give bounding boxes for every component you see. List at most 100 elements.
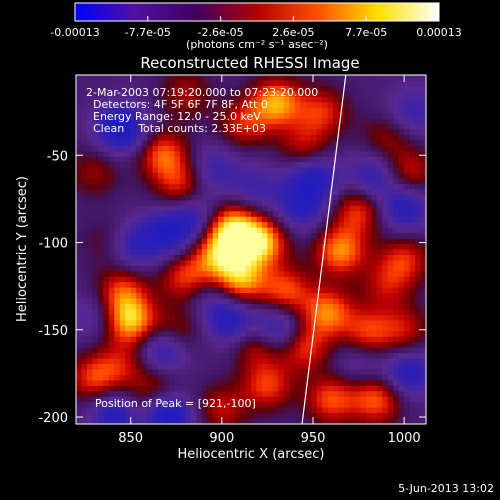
heatmap-cell bbox=[108, 156, 115, 163]
heatmap-cell bbox=[212, 331, 219, 338]
heatmap-cell bbox=[398, 282, 405, 289]
heatmap-cell bbox=[393, 331, 400, 338]
heatmap-cell bbox=[92, 80, 99, 87]
heatmap-cell bbox=[354, 167, 361, 174]
heatmap-cell bbox=[322, 200, 329, 207]
heatmap-cell bbox=[212, 113, 219, 120]
heatmap-cell bbox=[409, 233, 416, 240]
heatmap-cell bbox=[103, 304, 110, 311]
heatmap-cell bbox=[360, 102, 367, 109]
heatmap-cell bbox=[371, 282, 378, 289]
heatmap-cell bbox=[81, 336, 88, 343]
heatmap-cell bbox=[289, 407, 296, 414]
heatmap-cell bbox=[114, 374, 121, 381]
heatmap-cell bbox=[174, 407, 181, 414]
heatmap-cell bbox=[371, 413, 378, 420]
heatmap-cell bbox=[240, 118, 247, 125]
heatmap-cell bbox=[196, 331, 203, 338]
heatmap-cell bbox=[333, 369, 340, 376]
heatmap-cell bbox=[125, 320, 132, 327]
heatmap-cell bbox=[119, 402, 126, 409]
heatmap-cell bbox=[256, 216, 263, 223]
heatmap-cell bbox=[267, 140, 274, 147]
heatmap-cell bbox=[152, 271, 159, 278]
heatmap-cell bbox=[223, 205, 230, 212]
heatmap-cell bbox=[272, 227, 279, 234]
heatmap-cell bbox=[267, 271, 274, 278]
heatmap-cell bbox=[404, 194, 411, 202]
heatmap-cell bbox=[245, 145, 252, 152]
heatmap-cell bbox=[119, 75, 126, 82]
heatmap-cell bbox=[338, 134, 345, 142]
heatmap-cell bbox=[185, 233, 192, 240]
heatmap-cell bbox=[114, 134, 121, 142]
heatmap-cell bbox=[147, 184, 154, 191]
heatmap-cell bbox=[218, 233, 225, 240]
heatmap-cell bbox=[76, 407, 83, 414]
heatmap-cell bbox=[371, 369, 378, 376]
heatmap-cell bbox=[338, 189, 345, 196]
heatmap-cell bbox=[294, 216, 301, 223]
heatmap-cell bbox=[201, 254, 208, 261]
heatmap-cell bbox=[398, 222, 405, 229]
heatmap-cell bbox=[404, 75, 411, 82]
heatmap-cell bbox=[136, 118, 143, 125]
heatmap-cell bbox=[240, 391, 247, 398]
heatmap-cell bbox=[365, 320, 372, 327]
heatmap-cell bbox=[234, 331, 241, 338]
heatmap-cell bbox=[333, 227, 340, 234]
heatmap-cell bbox=[354, 293, 361, 300]
heatmap-cell bbox=[376, 380, 383, 387]
heatmap-cell bbox=[278, 184, 285, 191]
heatmap-cell bbox=[130, 331, 137, 338]
heatmap-cell bbox=[382, 145, 389, 152]
heatmap-cell bbox=[272, 75, 279, 82]
heatmap-cell bbox=[382, 298, 389, 305]
heatmap-cell bbox=[81, 271, 88, 278]
heatmap-cell bbox=[92, 402, 99, 409]
heatmap-cell bbox=[354, 156, 361, 163]
heatmap-cell bbox=[174, 227, 181, 234]
heatmap-cell bbox=[316, 129, 323, 136]
heatmap-cell bbox=[294, 374, 301, 381]
heatmap-cell bbox=[196, 145, 203, 152]
heatmap-cell bbox=[382, 162, 389, 169]
heatmap-cell bbox=[278, 336, 285, 343]
heatmap-cell bbox=[322, 396, 329, 403]
heatmap-cell bbox=[338, 167, 345, 174]
heatmap-cell bbox=[349, 369, 356, 376]
heatmap-cell bbox=[360, 140, 367, 147]
heatmap-cell bbox=[322, 211, 329, 218]
heatmap-cell bbox=[234, 413, 241, 420]
heatmap-cell bbox=[409, 418, 416, 424]
heatmap-cell bbox=[158, 75, 165, 82]
heatmap-cell bbox=[190, 227, 197, 234]
heatmap-cell bbox=[147, 369, 154, 376]
heatmap-cell bbox=[261, 402, 269, 409]
heatmap-cell bbox=[130, 282, 137, 289]
heatmap-cell bbox=[141, 385, 148, 392]
heatmap-cell bbox=[86, 369, 94, 376]
heatmap-cell bbox=[365, 167, 372, 174]
heatmap-cell bbox=[218, 336, 225, 343]
heatmap-cell bbox=[338, 402, 345, 409]
heatmap-cell bbox=[119, 113, 126, 120]
heatmap-cell bbox=[86, 194, 94, 202]
heatmap-cell bbox=[158, 96, 165, 103]
heatmap-cell bbox=[223, 276, 230, 283]
heatmap-cell bbox=[387, 309, 394, 316]
heatmap-cell bbox=[294, 145, 301, 152]
heatmap-cell bbox=[300, 167, 307, 174]
heatmap-cell bbox=[415, 102, 422, 109]
heatmap-cell bbox=[97, 194, 104, 202]
heatmap-cell bbox=[168, 364, 176, 371]
heatmap-cell bbox=[125, 385, 132, 392]
heatmap-cell bbox=[108, 145, 115, 152]
heatmap-cell bbox=[360, 118, 367, 125]
heatmap-cell bbox=[261, 124, 269, 131]
heatmap-cell bbox=[404, 200, 411, 207]
heatmap-cell bbox=[218, 374, 225, 381]
heatmap-cell bbox=[207, 162, 214, 169]
heatmap-cell bbox=[365, 358, 372, 365]
heatmap-cell bbox=[360, 124, 367, 131]
